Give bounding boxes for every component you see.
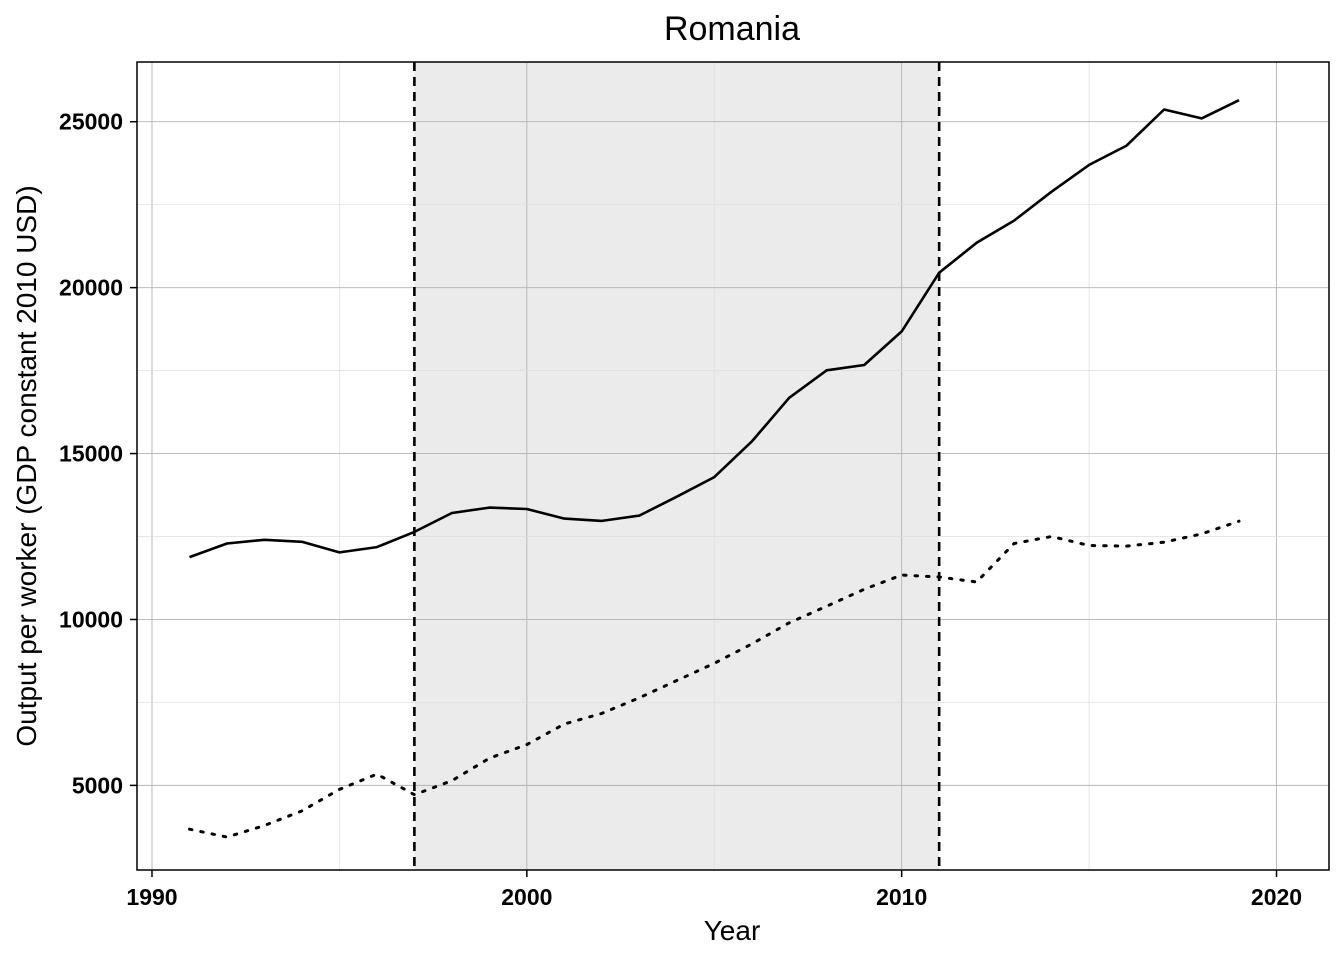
chart-title: Romania	[664, 10, 800, 48]
y-axis-title: Output per worker (GDP constant 2010 USD…	[11, 185, 42, 746]
x-tick-label: 1990	[126, 884, 177, 910]
shaded-period	[414, 62, 940, 870]
x-tick-label: 2010	[876, 884, 927, 910]
y-tick-label: 5000	[72, 772, 123, 798]
series-layer	[188, 99, 1241, 839]
series-line-solid	[189, 99, 1240, 559]
x-axis-title: Year	[704, 915, 761, 946]
y-tick-label: 15000	[59, 441, 123, 467]
y-tick-label: 10000	[59, 606, 123, 632]
y-tick-label: 20000	[59, 275, 123, 301]
grid-layer	[137, 62, 1329, 870]
shaded-period-layer	[414, 62, 940, 870]
series-line-dotted	[188, 519, 1241, 839]
plot-border	[136, 61, 1330, 871]
x-tick-label: 2020	[1251, 884, 1302, 910]
ticks-layer: 1990 2000 2010 2020 5000 10000 15000 20000 25000	[59, 109, 1302, 910]
x-tick-label: 2000	[501, 884, 552, 910]
y-tick-label: 25000	[59, 109, 123, 135]
